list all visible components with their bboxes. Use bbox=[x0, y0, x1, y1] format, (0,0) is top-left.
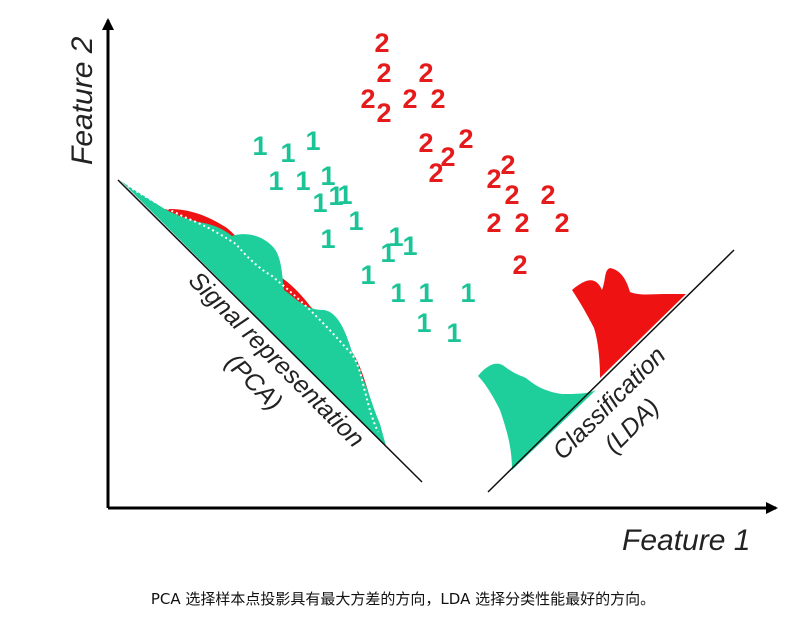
class-2-point: 2 bbox=[402, 84, 417, 114]
class-2-point: 2 bbox=[418, 128, 433, 158]
class-2-point: 2 bbox=[512, 250, 527, 280]
class-1-point: 1 bbox=[295, 166, 310, 196]
class-2-point: 2 bbox=[376, 98, 391, 128]
class-1-point: 1 bbox=[360, 260, 375, 290]
class-1-point: 1 bbox=[280, 138, 295, 168]
class-2-point: 2 bbox=[514, 208, 529, 238]
class-1-point: 1 bbox=[380, 238, 395, 268]
lda-class1-distribution bbox=[478, 363, 596, 470]
y-axis-label: Feature 2 bbox=[66, 36, 99, 165]
class-2-point: 2 bbox=[428, 158, 443, 188]
class-2-point: 2 bbox=[500, 150, 515, 180]
class-2-point: 2 bbox=[360, 84, 375, 114]
class-1-point: 1 bbox=[320, 161, 335, 191]
class-1-point: 1 bbox=[252, 131, 267, 161]
class-1-point: 1 bbox=[388, 222, 403, 252]
class-1-point: 1 bbox=[446, 318, 461, 348]
class-1-point: 1 bbox=[418, 278, 433, 308]
class-1-point: 1 bbox=[348, 206, 363, 236]
class-1-point: 1 bbox=[390, 278, 405, 308]
class-2-point: 2 bbox=[486, 164, 501, 194]
class-1-point: 1 bbox=[268, 166, 283, 196]
class-2-point: 2 bbox=[540, 180, 555, 210]
pca-vs-lda-figure: Feature 2 Feature 1 Signal representatio… bbox=[66, 18, 778, 557]
class-2-point: 2 bbox=[376, 58, 391, 88]
class-1-point: 1 bbox=[337, 180, 352, 210]
class-2-point: 2 bbox=[418, 58, 433, 88]
class-1-point: 1 bbox=[312, 188, 327, 218]
lda-class2-distribution bbox=[572, 268, 686, 378]
pca-axis-line bbox=[117, 179, 423, 483]
lda-axis-line bbox=[487, 249, 735, 493]
class-2-point: 2 bbox=[554, 208, 569, 238]
class-2-point: 2 bbox=[440, 142, 455, 172]
class-1-point: 1 bbox=[320, 224, 335, 254]
class-2-point: 2 bbox=[458, 124, 473, 154]
class-2-point: 2 bbox=[486, 208, 501, 238]
class-1-point: 1 bbox=[402, 231, 417, 261]
class-1-point: 1 bbox=[328, 181, 343, 211]
class-1-point: 1 bbox=[305, 126, 320, 156]
class-2-point: 2 bbox=[504, 180, 519, 210]
class-1-point: 1 bbox=[460, 278, 475, 308]
class-1-point: 1 bbox=[416, 308, 431, 338]
figure-caption: PCA 选择样本点投影具有最大方差的方向，LDA 选择分类性能最好的方向。 bbox=[150, 590, 656, 608]
class-2-point: 2 bbox=[430, 84, 445, 114]
class-2-point: 2 bbox=[374, 28, 389, 58]
x-axis-label: Feature 1 bbox=[622, 524, 750, 557]
